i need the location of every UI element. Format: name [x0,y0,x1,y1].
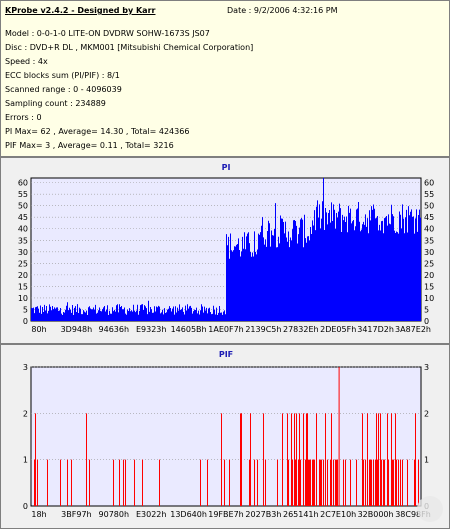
x-tick-label: 80h [31,325,46,334]
y-tick-label-right: 2 [424,409,429,418]
x-tick-label: 2DE05Fh [320,325,356,334]
pif-series [34,367,419,506]
x-tick-label: 3BF97h [61,510,91,519]
x-tick-label: 27832Eh [283,325,319,334]
y-tick-label-right: 50 [424,202,434,211]
y-tick-label: 30 [18,248,28,257]
watermark-logo [417,496,443,522]
chart-title: PIF [219,350,233,359]
x-tick-label: 14605Bh [171,325,207,334]
x-tick-label: 90780h [99,510,130,519]
pi-summary-line: PI Max= 62 , Average= 14.30 , Total= 424… [5,127,190,136]
y-tick-label-right: 1 [424,456,429,465]
y-tick-label-right: 40 [424,225,434,234]
y-tick-label: 55 [18,190,28,199]
pif-chart-panel: PIF0011223318h3BF97h90780hE3022h13D640h1… [0,344,450,529]
pif-chart: PIF0011223318h3BF97h90780hE3022h13D640h1… [23,350,431,519]
errors-line: Errors : 0 [5,113,42,122]
app-title: KProbe v2.4.2 - Designed by Karr [5,6,156,15]
x-tick-label: 1AE0F7h [208,325,243,334]
y-tick-label: 0 [23,502,28,511]
y-tick-label: 35 [18,236,28,245]
y-tick-label-right: 0 [424,317,429,326]
info-panel: KProbe v2.4.2 - Designed by Karr Date : … [0,0,450,157]
pi-series [31,178,421,321]
speed-line: Speed : 4x [5,57,48,66]
y-tick-label-right: 10 [424,294,434,303]
x-tick-label: 19FBE7h [208,510,243,519]
y-tick-label-right: 25 [424,259,434,268]
y-tick-label: 40 [18,225,28,234]
disc-line: Disc : DVD+R DL , MKM001 [Mitsubishi Che… [5,43,254,52]
scan-date: Date : 9/2/2006 4:32:16 PM [227,6,338,15]
pi-chart-panel: PI 0 0 5 5 10 10 15 15 20 20 25 25 30 30 35 35 40 40 45 45 50… [0,157,450,344]
y-tick-label-right: 30 [424,248,434,257]
y-tick-label-right: 3 [424,363,429,372]
x-tick-label: 38C98Fh [395,510,431,519]
x-tick-label: 32B000h [358,510,394,519]
y-tick-label-right: 20 [424,271,434,280]
y-tick-label-right: 5 [424,305,429,314]
x-tick-label: 3D948h [61,325,93,334]
y-tick-label-right: 35 [424,236,434,245]
y-tick-label: 5 [23,305,28,314]
y-tick-label: 3 [23,363,28,372]
x-tick-label: 2027B3h [245,510,281,519]
y-tick-label: 15 [18,282,28,291]
x-tick-label: 94636h [99,325,130,334]
y-tick-label-right: 55 [424,190,434,199]
y-tick-label: 45 [18,213,28,222]
y-tick-label-right: 45 [424,213,434,222]
x-tick-label: 3A87E2h [395,325,431,334]
x-tick-label: E3022h [136,510,166,519]
ecc-line: ECC blocks sum (PI/PIF) : 8/1 [5,71,120,80]
x-tick-label: 2139C5h [245,325,281,334]
y-tick-label: 1 [23,456,28,465]
y-tick-label-right: 60 [424,179,434,188]
y-tick-label: 10 [18,294,28,303]
model-line: Model : 0-0-1-0 LITE-ON DVDRW SOHW-1673S… [5,29,210,38]
y-tick-label: 50 [18,202,28,211]
x-tick-label: E9323h [136,325,166,334]
x-tick-label: 13D640h [170,510,207,519]
chart-title: PI [222,163,231,172]
x-tick-label: 265141h [283,510,319,519]
range-line: Scanned range : 0 - 4096039 [5,85,122,94]
y-tick-label: 60 [18,179,28,188]
y-tick-label-right: 15 [424,282,434,291]
x-tick-label: 18h [31,510,46,519]
x-tick-label: 2C7E10h [320,510,356,519]
y-tick-label: 20 [18,271,28,280]
pif-summary-line: PIF Max= 3 , Average= 0.11 , Total= 3216 [5,141,174,150]
y-tick-label: 2 [23,409,28,418]
y-tick-label: 0 [23,317,28,326]
x-tick-label: 3417D2h [357,325,394,334]
y-tick-label: 25 [18,259,28,268]
sampling-line: Sampling count : 234889 [5,99,106,108]
